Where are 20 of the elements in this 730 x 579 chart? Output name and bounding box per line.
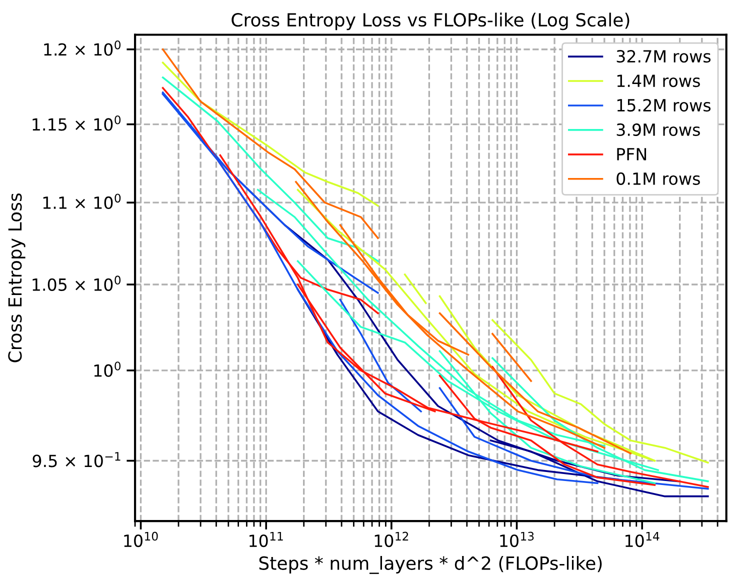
y-tick-label: 1.15 × 10$^{0}$ — [32, 115, 121, 131]
x-tick-label: 10$^{10}$ — [124, 532, 158, 548]
legend-label: 1.4M rows — [617, 74, 700, 88]
x-axis-title: Steps * num_layers * d^2 (FLOPs-like) — [259, 556, 602, 574]
legend-label: 15.2M rows — [617, 98, 711, 112]
chart-title: Cross Entropy Loss vs FLOPs-like (Log Scale) — [232, 12, 630, 30]
legend-label: 3.9M rows — [616, 123, 700, 136]
legend-label: PFN — [617, 148, 646, 160]
x-tick-label: 10$^{13}$ — [500, 532, 534, 548]
y-tick-label: 1.1 × 10$^{0}$ — [43, 194, 121, 210]
legend-label: 32.7M rows — [616, 50, 711, 63]
legend-label: 0.1M rows — [616, 172, 700, 185]
y-tick-label: 10$^{0}$ — [94, 362, 121, 377]
x-tick-label: 10$^{12}$ — [374, 532, 408, 548]
x-tick-label: 10$^{11}$ — [250, 532, 283, 548]
y-tick-label: 1.2 × 10$^{0}$ — [44, 40, 121, 56]
x-tick-label: 10$^{14}$ — [626, 532, 660, 548]
y-tick-label: 1.05 × 10$^{0}$ — [32, 276, 121, 291]
y-axis-title: Cross Entropy Loss — [8, 193, 26, 362]
y-tick-label: 9.5 × 10$^{−1}$ — [32, 452, 120, 468]
